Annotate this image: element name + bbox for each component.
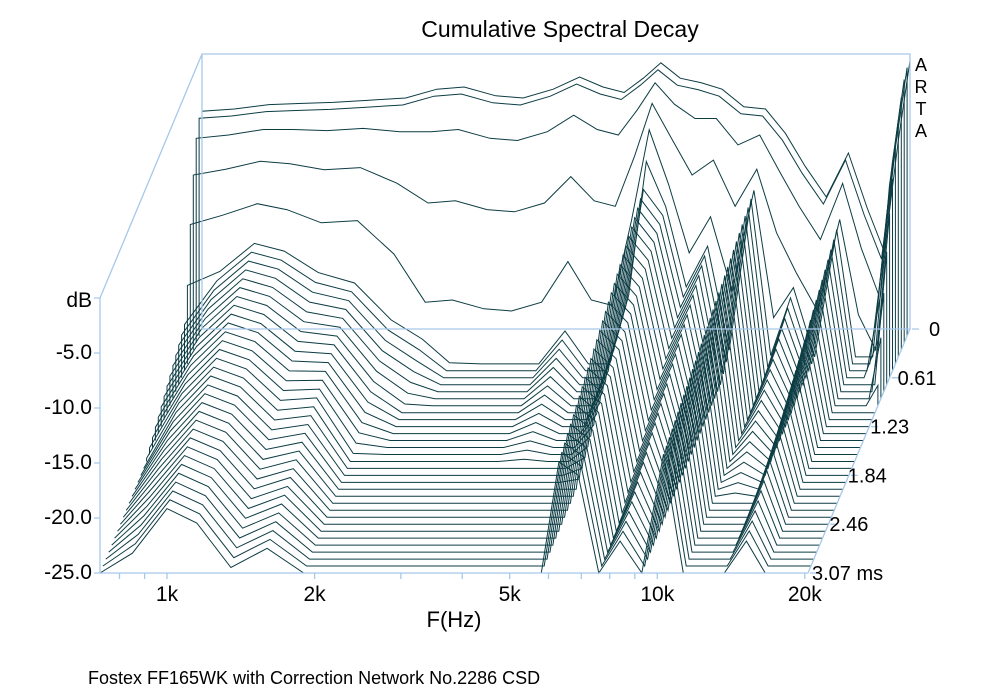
- csd-slice: [175, 216, 885, 394]
- csd-slice: [111, 420, 820, 547]
- y-tick-label: -5.0: [56, 341, 92, 364]
- x-tick-label: 1k: [156, 583, 179, 606]
- csd-slice: [152, 291, 861, 449]
- time-tick-label: 0: [929, 319, 940, 341]
- x-tick-label: 5k: [499, 583, 522, 606]
- time-tick-label: 2.46: [829, 514, 868, 536]
- brand-letter-icon: A: [915, 121, 927, 141]
- csd-slice: [163, 254, 873, 422]
- csd-slice: [102, 445, 811, 568]
- csd-slice: [160, 263, 870, 429]
- csd-slice: [195, 79, 905, 343]
- time-tick-label: 0.61: [898, 368, 937, 390]
- x-tick-label: 20k: [788, 583, 822, 606]
- y-axis-label: dB: [66, 289, 92, 312]
- x-axis-label: F(Hz): [427, 607, 482, 632]
- csd-slice: [154, 282, 864, 442]
- brand-letter-icon: R: [915, 77, 928, 97]
- x-tick-label: 2k: [304, 583, 327, 606]
- x-tick-label: 10k: [640, 583, 674, 606]
- csd-slice: [198, 67, 908, 336]
- plot-frame: [94, 53, 919, 579]
- csd-slice: [114, 411, 823, 540]
- brand-letter-icon: A: [915, 55, 927, 75]
- y-tick-label: -10.0: [44, 396, 92, 419]
- time-tick-label: 1.84: [848, 465, 887, 487]
- csd-slice: [157, 272, 867, 436]
- page-title: Cumulative Spectral Decay: [421, 16, 699, 42]
- csd-slice: [201, 60, 911, 329]
- csd-slice: [172, 225, 882, 401]
- csd-slice: [105, 437, 814, 561]
- y-tick-label: -15.0: [44, 451, 92, 474]
- csd-slice: [169, 235, 879, 408]
- time-tick-label: 1.23: [870, 417, 909, 439]
- y-tick-label: -20.0: [44, 506, 92, 529]
- csd-slice: [128, 366, 838, 504]
- csd-slice: [149, 301, 858, 456]
- y-tick-label: -25.0: [44, 561, 92, 584]
- caption: Fostex FF165WK with Correction Network N…: [88, 668, 540, 688]
- csd-slice: [108, 428, 817, 554]
- time-tick-label: 3.07 ms: [812, 563, 883, 585]
- brand-letter-icon: T: [916, 99, 927, 119]
